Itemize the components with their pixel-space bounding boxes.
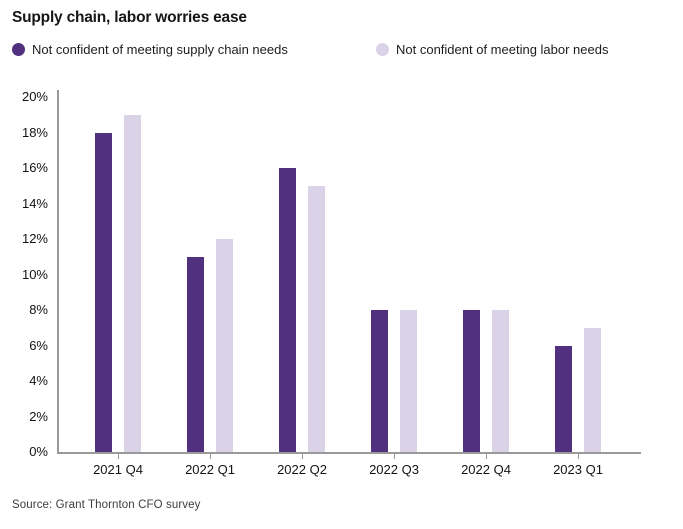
x-axis-label: 2022 Q3 xyxy=(369,462,419,477)
x-axis-line xyxy=(57,452,641,454)
y-axis-label: 2% xyxy=(29,408,48,424)
x-axis-label: 2022 Q1 xyxy=(185,462,235,477)
x-axis-label: 2023 Q1 xyxy=(553,462,603,477)
x-axis-label: 2022 Q2 xyxy=(277,462,327,477)
y-axis-label: 14% xyxy=(21,195,48,211)
x-axis-tick xyxy=(393,454,395,459)
bar-labor-2022-q1 xyxy=(216,239,233,452)
bar-labor-2023-q1 xyxy=(584,327,601,452)
bar-labor-2022-q2 xyxy=(308,185,325,452)
chart-title: Supply chain, labor worries ease xyxy=(12,9,247,26)
x-axis-tick xyxy=(485,454,487,459)
y-axis-label: 20% xyxy=(21,89,48,104)
x-axis-tick xyxy=(117,454,119,459)
x-axis-tick xyxy=(577,454,579,459)
legend-label-labor: Not confident of meeting labor needs xyxy=(396,41,609,57)
bar-labor-2021-q4 xyxy=(124,114,141,452)
legend-item-labor: Not confident of meeting labor needs xyxy=(376,41,608,57)
y-axis-label: 0% xyxy=(29,444,48,459)
bar-supply-chain-2021-q4 xyxy=(95,132,112,452)
x-axis-tick xyxy=(301,454,303,459)
y-axis-label: 6% xyxy=(29,337,48,353)
x-axis-label: 2022 Q4 xyxy=(461,462,511,477)
y-axis-label: 4% xyxy=(29,373,48,388)
legend-dot-labor-icon xyxy=(376,42,389,56)
y-axis-label: 8% xyxy=(29,302,48,317)
bar-supply-chain-2022-q1 xyxy=(187,256,204,452)
legend-label-supply-chain: Not confident of meeting supply chain ne… xyxy=(32,41,288,57)
y-axis-label: 12% xyxy=(21,231,48,246)
y-axis-line xyxy=(57,90,59,453)
y-axis-label: 18% xyxy=(21,124,48,140)
bar-supply-chain-2023-q1 xyxy=(555,345,572,452)
legend-dot-supply-chain-icon xyxy=(12,42,25,56)
y-axis-label: 16% xyxy=(21,160,48,175)
source-note: Source: Grant Thornton CFO survey xyxy=(12,499,201,511)
x-axis-label: 2021 Q4 xyxy=(93,462,143,477)
bar-labor-2022-q3 xyxy=(400,310,417,452)
x-axis-tick xyxy=(209,454,211,459)
legend-item-supply-chain: Not confident of meeting supply chain ne… xyxy=(12,41,288,57)
y-axis-label: 10% xyxy=(21,266,48,282)
bar-labor-2022-q4 xyxy=(492,310,509,452)
bar-supply-chain-2022-q2 xyxy=(279,168,296,452)
bar-supply-chain-2022-q4 xyxy=(463,310,480,452)
bar-supply-chain-2022-q3 xyxy=(371,310,388,452)
